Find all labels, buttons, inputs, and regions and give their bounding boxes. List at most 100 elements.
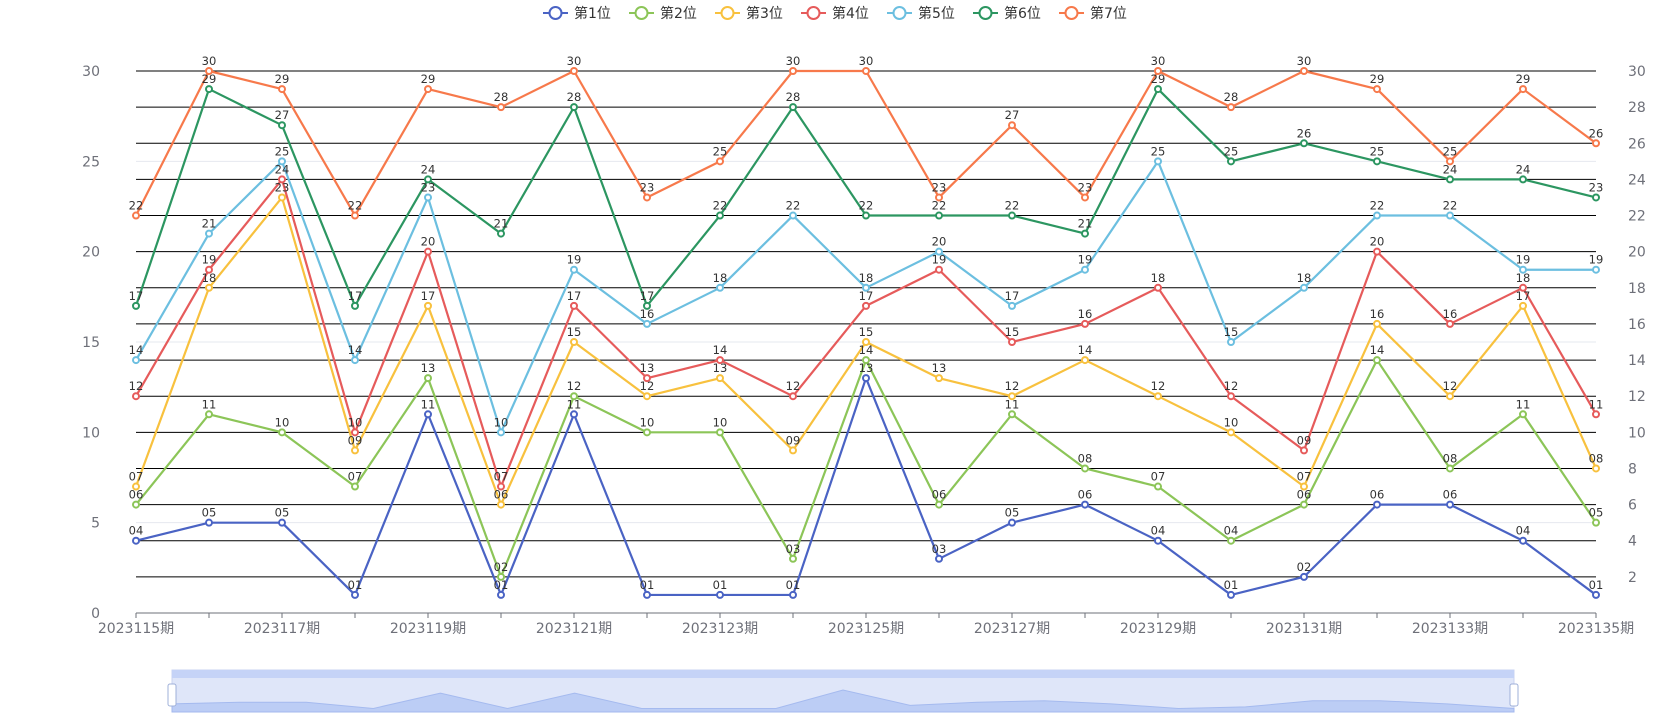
- data-point[interactable]: [497, 482, 505, 491]
- data-point[interactable]: [862, 374, 870, 383]
- data-point[interactable]: [351, 301, 359, 310]
- data-point[interactable]: [205, 229, 213, 238]
- data-point[interactable]: [1592, 590, 1600, 599]
- data-point[interactable]: [351, 482, 359, 491]
- data-point[interactable]: [1519, 265, 1527, 274]
- data-point[interactable]: [1227, 338, 1235, 346]
- data-point[interactable]: [1081, 356, 1089, 365]
- data-point[interactable]: [278, 157, 286, 166]
- data-point[interactable]: [1008, 410, 1016, 419]
- data-point[interactable]: [1592, 410, 1600, 419]
- data-point[interactable]: [862, 283, 870, 292]
- data-point[interactable]: [1227, 103, 1235, 112]
- data-point[interactable]: [205, 410, 213, 419]
- data-point[interactable]: [1446, 319, 1454, 328]
- data-point[interactable]: [351, 211, 359, 220]
- data-point[interactable]: [132, 536, 140, 545]
- data-point[interactable]: [1446, 157, 1454, 166]
- data-point[interactable]: [1008, 211, 1016, 220]
- data-point[interactable]: [278, 193, 286, 202]
- data-point[interactable]: [1081, 229, 1089, 238]
- legend-item[interactable]: 第4位: [801, 5, 869, 22]
- data-point[interactable]: [424, 193, 432, 202]
- data-point[interactable]: [1446, 464, 1454, 473]
- data-point[interactable]: [1300, 572, 1308, 581]
- legend-item[interactable]: 第7位: [1059, 5, 1127, 22]
- data-point[interactable]: [1008, 518, 1016, 527]
- data-point[interactable]: [424, 247, 432, 256]
- data-point[interactable]: [716, 157, 724, 166]
- data-point[interactable]: [1154, 67, 1162, 75]
- data-point[interactable]: [351, 446, 359, 455]
- data-point[interactable]: [1227, 428, 1235, 437]
- data-point[interactable]: [570, 265, 578, 274]
- data-point[interactable]: [570, 103, 578, 112]
- data-point[interactable]: [497, 572, 505, 581]
- data-point[interactable]: [1154, 482, 1162, 491]
- data-point[interactable]: [1300, 500, 1308, 509]
- data-point[interactable]: [935, 500, 943, 509]
- data-point[interactable]: [1227, 157, 1235, 166]
- legend-item[interactable]: 第5位: [887, 5, 955, 22]
- data-point[interactable]: [1081, 193, 1089, 202]
- data-point[interactable]: [862, 301, 870, 310]
- data-point[interactable]: [1592, 139, 1600, 148]
- data-point[interactable]: [205, 265, 213, 274]
- data-point[interactable]: [1154, 536, 1162, 545]
- data-point[interactable]: [643, 590, 651, 599]
- data-point[interactable]: [424, 374, 432, 383]
- data-point[interactable]: [278, 85, 286, 94]
- data-point[interactable]: [716, 211, 724, 220]
- legend[interactable]: 第1位 第2位 第3位 第4位 第5位 第6位 第7位: [543, 5, 1127, 22]
- data-point[interactable]: [716, 590, 724, 599]
- zoom-selection-bar[interactable]: [172, 670, 1514, 678]
- data-point[interactable]: [278, 175, 286, 184]
- data-point[interactable]: [1373, 356, 1381, 365]
- data-point[interactable]: [643, 319, 651, 328]
- data-point[interactable]: [935, 247, 943, 256]
- data-point[interactable]: [205, 283, 213, 292]
- data-point[interactable]: [862, 211, 870, 220]
- data-point[interactable]: [1154, 392, 1162, 401]
- data-point[interactable]: [862, 338, 870, 346]
- data-point[interactable]: [789, 590, 797, 599]
- data-point[interactable]: [935, 374, 943, 383]
- data-point[interactable]: [132, 301, 140, 310]
- data-point[interactable]: [1008, 121, 1016, 130]
- data-point[interactable]: [862, 356, 870, 365]
- data-point[interactable]: [1300, 139, 1308, 148]
- data-point[interactable]: [1519, 536, 1527, 545]
- data-point[interactable]: [497, 103, 505, 112]
- data-point[interactable]: [1519, 283, 1527, 292]
- data-point[interactable]: [716, 374, 724, 383]
- data-point[interactable]: [132, 211, 140, 220]
- legend-item[interactable]: 第2位: [629, 5, 697, 22]
- data-point[interactable]: [1081, 265, 1089, 274]
- data-point[interactable]: [497, 229, 505, 238]
- data-point[interactable]: [789, 392, 797, 401]
- data-point[interactable]: [424, 410, 432, 419]
- data-point[interactable]: [1519, 301, 1527, 310]
- data-point[interactable]: [1592, 265, 1600, 274]
- data-point[interactable]: [1008, 392, 1016, 401]
- data-point[interactable]: [205, 85, 213, 94]
- data-point[interactable]: [570, 301, 578, 310]
- data-point[interactable]: [570, 67, 578, 75]
- data-point[interactable]: [716, 356, 724, 365]
- data-point[interactable]: [351, 590, 359, 599]
- data-point[interactable]: [643, 392, 651, 401]
- data-point[interactable]: [351, 428, 359, 437]
- data-point[interactable]: [1227, 590, 1235, 599]
- legend-item[interactable]: 第1位: [543, 5, 611, 22]
- data-point[interactable]: [205, 518, 213, 527]
- data-point[interactable]: [1373, 319, 1381, 328]
- data-point[interactable]: [497, 590, 505, 599]
- data-point[interactable]: [935, 193, 943, 202]
- data-point[interactable]: [1592, 518, 1600, 527]
- data-point[interactable]: [935, 554, 943, 563]
- data-point[interactable]: [278, 428, 286, 437]
- data-point[interactable]: [205, 67, 213, 75]
- zoom-handle-left[interactable]: [167, 683, 177, 707]
- data-point[interactable]: [1227, 536, 1235, 545]
- data-point[interactable]: [1592, 464, 1600, 473]
